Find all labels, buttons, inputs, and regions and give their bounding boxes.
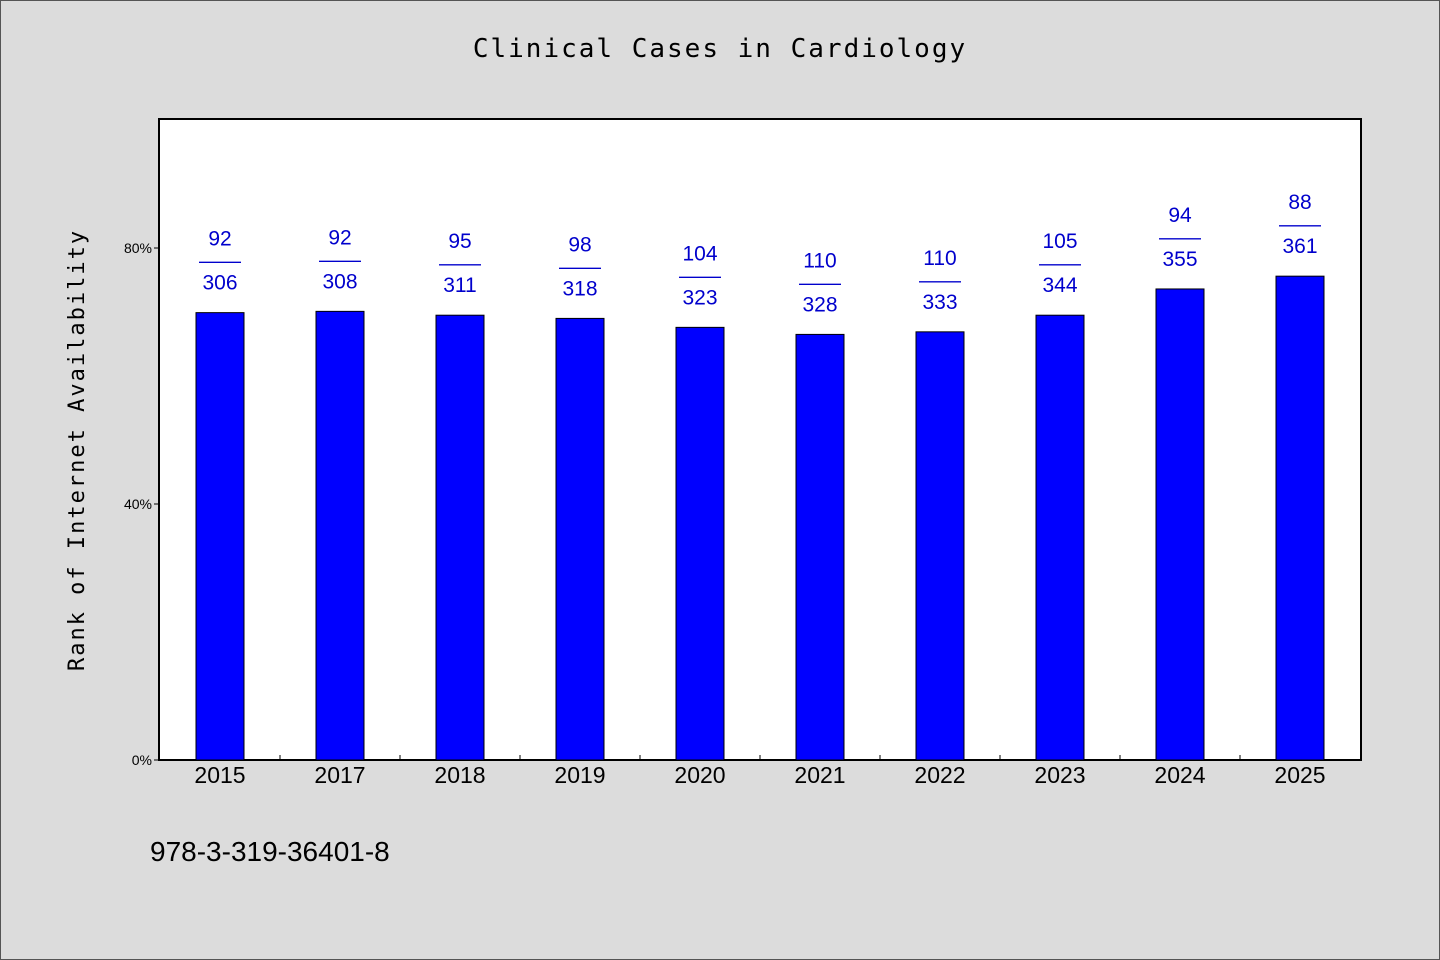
data-label-top: 110 xyxy=(803,249,836,272)
data-label-top: 92 xyxy=(328,226,351,249)
x-tick-label: 2025 xyxy=(1274,762,1325,788)
data-label-top: 88 xyxy=(1288,191,1311,214)
y-axis: 0% 40% 80% xyxy=(124,240,160,768)
bar-2018 xyxy=(435,314,485,761)
data-label-top: 104 xyxy=(682,242,717,265)
bars xyxy=(195,275,1325,761)
data-label-separator: —— xyxy=(799,271,841,294)
x-tick-label: 2019 xyxy=(554,762,605,788)
y-tick-label: 0% xyxy=(132,752,152,768)
data-label-top: 92 xyxy=(208,228,231,251)
data-labels: 92——30692——30895——31198——318104——323110—… xyxy=(199,191,1321,316)
data-label-top: 94 xyxy=(1168,204,1192,227)
bar-2019 xyxy=(555,317,605,761)
data-label-separator: —— xyxy=(919,269,961,292)
chart-title: Clinical Cases in Cardiology xyxy=(472,34,968,64)
bar-2022 xyxy=(915,331,965,761)
data-label-separator: —— xyxy=(1159,226,1201,249)
data-label-bottom: 328 xyxy=(802,293,837,316)
data-label-top: 105 xyxy=(1042,230,1077,253)
bar-2021 xyxy=(795,333,845,761)
bar-2017 xyxy=(315,310,365,761)
y-tick-label: 80% xyxy=(124,240,152,256)
data-label-separator: —— xyxy=(1279,213,1321,236)
x-tick-label: 2023 xyxy=(1034,762,1085,788)
data-label-separator: —— xyxy=(1039,252,1081,275)
x-tick-label: 2020 xyxy=(674,762,725,788)
isbn-text: 978-3-319-36401-8 xyxy=(150,836,390,867)
x-tick-label: 2017 xyxy=(314,762,365,788)
data-label-separator: —— xyxy=(319,248,361,271)
data-label-bottom: 323 xyxy=(682,286,717,309)
data-label-bottom: 311 xyxy=(443,274,476,297)
bar-2024 xyxy=(1155,288,1205,761)
x-tick-label: 2021 xyxy=(794,762,845,788)
y-tick-label: 40% xyxy=(124,496,152,512)
x-tick-label: 2015 xyxy=(194,762,245,788)
bar-2023 xyxy=(1035,314,1085,761)
data-label-bottom: 318 xyxy=(562,277,597,300)
data-label-separator: —— xyxy=(679,264,721,287)
data-label-bottom: 308 xyxy=(322,270,357,293)
bar-2020 xyxy=(675,326,725,761)
x-axis: 2015 2017 2018 2019 2020 2021 2022 2023 2024 2025 xyxy=(194,755,1326,788)
y-axis-label: Rank of Internet Availability xyxy=(65,229,90,671)
x-tick-label: 2018 xyxy=(434,762,485,788)
data-label-top: 98 xyxy=(568,233,591,256)
data-label-bottom: 344 xyxy=(1042,274,1077,297)
x-tick-label: 2024 xyxy=(1154,762,1205,788)
data-label-bottom: 333 xyxy=(922,291,957,314)
data-label-top: 95 xyxy=(448,230,471,253)
bar-2015 xyxy=(195,312,245,761)
data-label-top: 110 xyxy=(923,247,956,270)
data-label-bottom: 306 xyxy=(202,272,237,295)
data-label-bottom: 355 xyxy=(1162,248,1197,271)
x-tick-label: 2022 xyxy=(914,762,965,788)
data-label-bottom: 361 xyxy=(1282,235,1317,258)
bar-2025 xyxy=(1275,275,1325,761)
data-label-separator: —— xyxy=(199,250,241,273)
data-label-separator: —— xyxy=(439,252,481,275)
data-label-separator: —— xyxy=(559,255,601,278)
